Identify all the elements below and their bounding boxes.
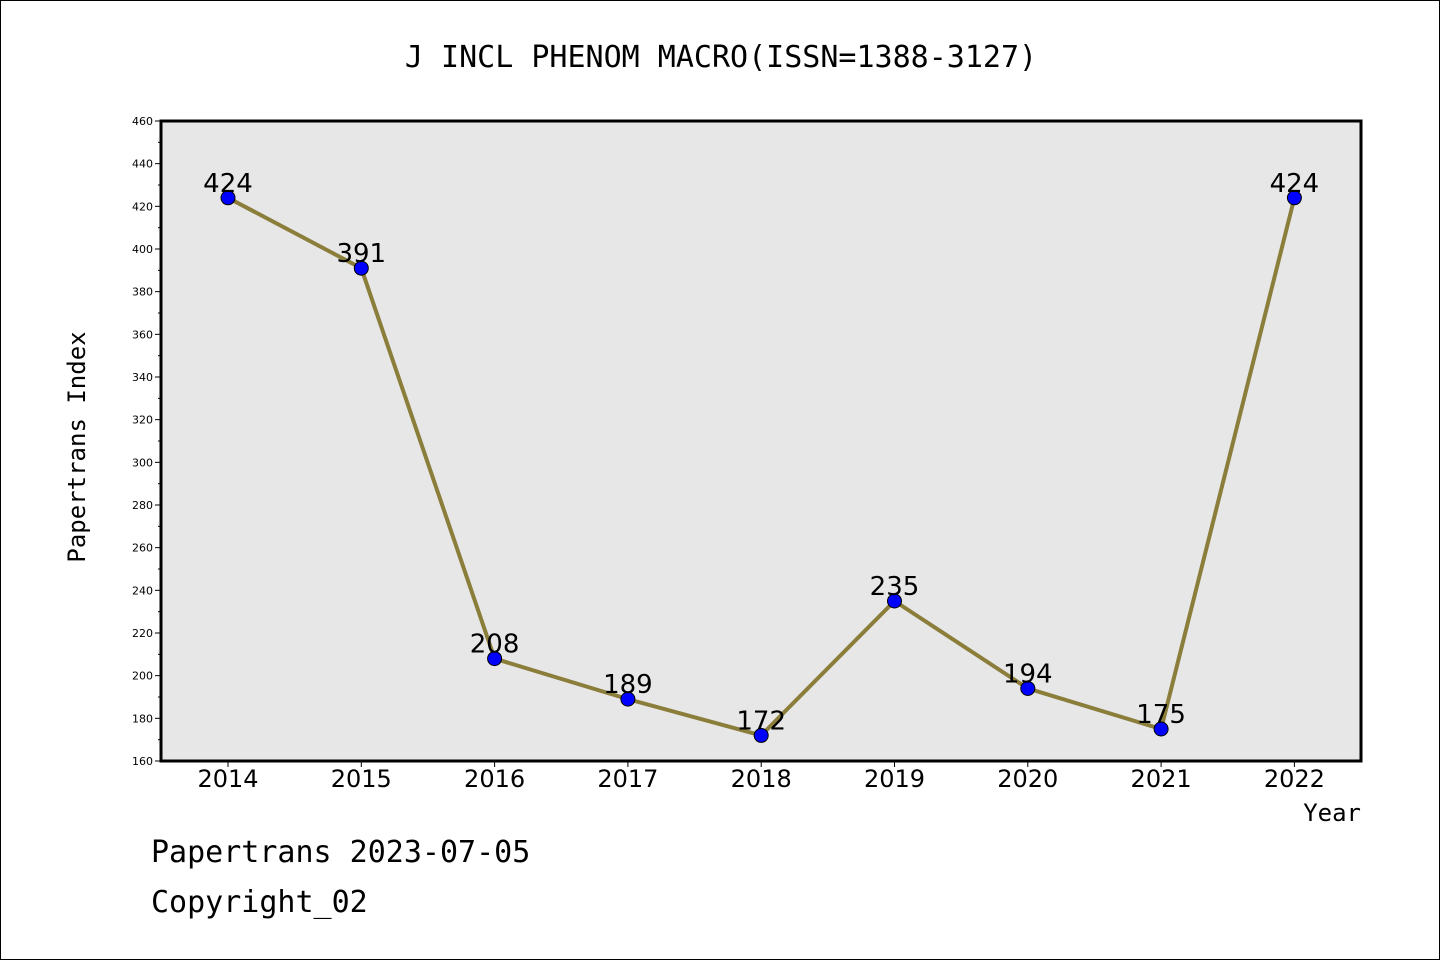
- y-tick-label: 320: [132, 414, 153, 427]
- chart-title: J INCL PHENOM MACRO(ISSN=1388-3127): [405, 40, 1037, 75]
- y-tick-label: 400: [132, 243, 153, 256]
- x-tick-label: 2021: [1131, 765, 1192, 793]
- x-tick-label: 2020: [997, 765, 1058, 793]
- y-tick-label: 360: [132, 328, 153, 341]
- footer-copyright: Copyright_02: [151, 885, 368, 920]
- y-tick-label: 420: [132, 200, 153, 213]
- data-point: [487, 651, 503, 667]
- data-label: 235: [870, 572, 920, 602]
- data-point: [887, 593, 902, 609]
- data-point: [620, 691, 636, 707]
- y-axis-label: Papertrans Index: [63, 331, 91, 562]
- data-point: [220, 190, 236, 206]
- y-axis: 160 180 200 220 240 260 280 300 320 340 360 380 400 4…: [132, 115, 161, 768]
- y-tick-label: 380: [132, 286, 153, 299]
- x-axis-label: Year: [1303, 799, 1361, 827]
- data-label: 175: [1136, 700, 1186, 730]
- y-tick-label: 200: [132, 670, 153, 683]
- data-point: [1286, 190, 1302, 206]
- data-label: 189: [603, 670, 653, 700]
- y-tick-label: 280: [132, 499, 153, 512]
- x-tick-label: 2019: [864, 765, 925, 793]
- y-tick-label: 160: [132, 755, 153, 768]
- x-tick-label: 2015: [331, 765, 392, 793]
- x-tick-label: 2017: [597, 765, 658, 793]
- data-label: 172: [736, 706, 786, 736]
- data-label: 424: [203, 169, 253, 199]
- x-tick-label: 2016: [464, 765, 525, 793]
- data-point: [1153, 721, 1169, 737]
- footer-date: Papertrans 2023-07-05: [151, 835, 531, 870]
- series-layer: 424 391 208 189 172 235 194 175 424: [203, 169, 1319, 743]
- y-tick-label: 220: [132, 627, 153, 640]
- data-point: [753, 727, 769, 743]
- y-tick-label: 240: [132, 584, 153, 597]
- y-tick-label: 180: [132, 712, 153, 725]
- y-tick-label: 260: [132, 542, 153, 555]
- x-axis: 2014 2015 2016 2017 2018 2019 2020 2021 2022: [197, 761, 1325, 793]
- x-tick-label: 2014: [197, 765, 258, 793]
- y-tick-label: 440: [132, 158, 153, 171]
- x-tick-label: 2018: [731, 765, 792, 793]
- data-label: 208: [470, 630, 520, 660]
- y-tick-label: 460: [132, 115, 153, 128]
- data-label: 424: [1270, 169, 1320, 199]
- data-label: 391: [336, 239, 386, 269]
- plot-area: [159, 119, 1363, 763]
- y-tick-label: 300: [132, 456, 153, 469]
- data-point: [1020, 680, 1036, 696]
- x-tick-label: 2022: [1264, 765, 1325, 793]
- data-label: 194: [1003, 659, 1053, 689]
- y-tick-label: 340: [132, 371, 153, 384]
- data-point: [353, 260, 369, 276]
